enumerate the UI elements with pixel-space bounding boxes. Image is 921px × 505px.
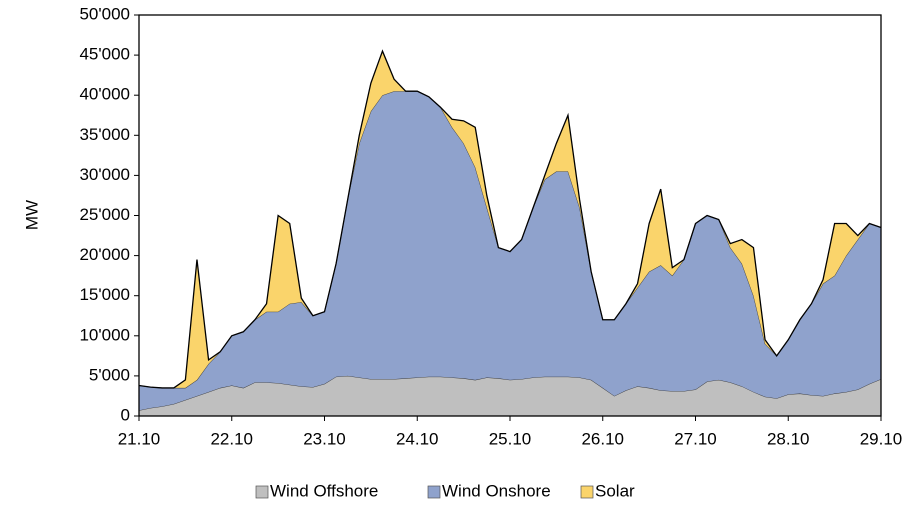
y-tick-label: 50'000 [79, 4, 130, 23]
x-tick-label: 27.10 [674, 429, 717, 448]
y-tick-label: 25'000 [79, 205, 130, 224]
area-edge [138, 49, 882, 389]
y-tick-label: 30'000 [79, 165, 130, 184]
x-tick-label: 21.10 [118, 429, 161, 448]
y-tick-label: 20'000 [79, 245, 130, 264]
x-tick-label: 29.10 [860, 429, 903, 448]
legend-swatch [255, 485, 269, 499]
legend-swatch [580, 485, 594, 499]
area [139, 375, 881, 416]
y-tick-label: 15'000 [79, 285, 130, 304]
x-tick-label: 25.10 [489, 429, 532, 448]
area [139, 91, 881, 411]
legend-label: Solar [595, 481, 635, 500]
y-tick-label: 35'000 [79, 125, 130, 144]
y-tick-label: 45'000 [79, 45, 130, 64]
x-tick-label: 24.10 [396, 429, 439, 448]
x-tick-label: 23.10 [303, 429, 346, 448]
x-tick-label: 28.10 [767, 429, 810, 448]
y-axis-title: MW [22, 200, 41, 230]
y-tick-label: 5'000 [89, 365, 130, 384]
legend-label: Wind Offshore [270, 481, 378, 500]
legend-swatch [427, 485, 441, 499]
x-tick-label: 26.10 [581, 429, 624, 448]
legend-label: Wind Onshore [442, 481, 551, 500]
y-tick-label: 40'000 [79, 85, 130, 104]
y-tick-label: 10'000 [79, 325, 130, 344]
x-tick-label: 22.10 [210, 429, 253, 448]
y-tick-label: 0 [121, 405, 130, 424]
